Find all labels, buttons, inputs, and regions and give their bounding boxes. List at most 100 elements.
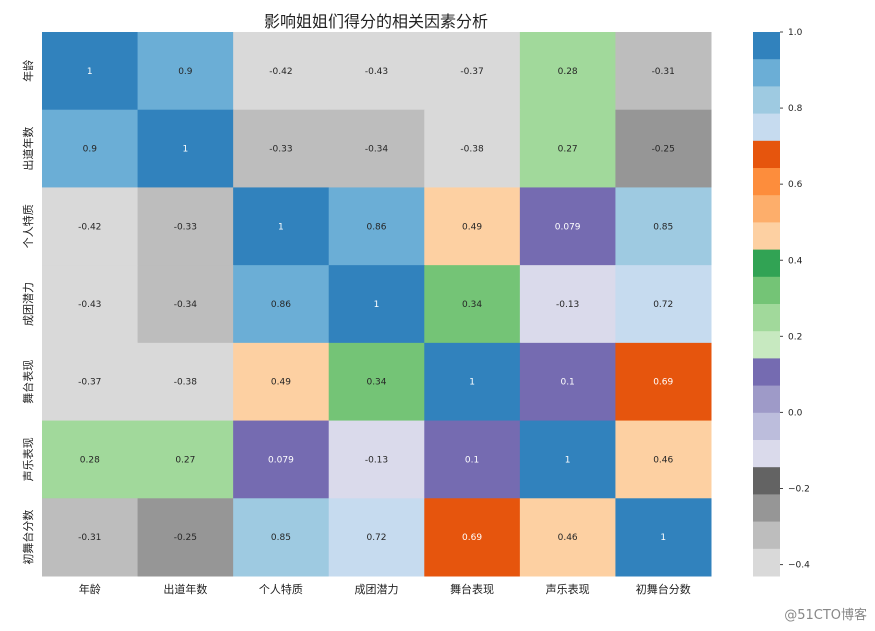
heatmap-cell xyxy=(137,342,234,422)
heatmap-cell xyxy=(424,265,521,344)
heatmap-cell xyxy=(328,342,425,422)
heatmap-cell xyxy=(42,187,139,266)
heatmap-cell xyxy=(519,187,616,266)
colorbar-tick-label: −0.2 xyxy=(788,485,810,495)
cell-value-label: 0.69 xyxy=(462,533,482,543)
colorbar-segment xyxy=(753,548,780,577)
cell-value-label: -0.33 xyxy=(174,222,197,232)
cell-value-label: -0.42 xyxy=(78,222,101,232)
cell-value-label: -0.38 xyxy=(174,378,198,388)
cell-value-label: -0.43 xyxy=(78,300,101,310)
heatmap-cell xyxy=(424,342,521,422)
cell-value-label: 1 xyxy=(374,300,380,310)
colorbar-tick-label: 0.8 xyxy=(788,104,803,114)
heatmap-cell xyxy=(42,32,139,111)
colorbar-segment xyxy=(753,168,780,196)
cell-value-label: -0.43 xyxy=(365,67,388,77)
heatmap-cell xyxy=(519,265,616,344)
colorbar-segment xyxy=(753,440,780,468)
colorbar-segment xyxy=(753,276,780,305)
heatmap-cell xyxy=(519,342,616,422)
cell-value-label: 1 xyxy=(660,533,666,543)
cell-value-label: 1 xyxy=(469,378,475,388)
heatmap-cell xyxy=(233,265,330,344)
colorbar-segment xyxy=(753,304,780,332)
cell-value-label: 0.079 xyxy=(268,455,294,465)
colorbar-segment xyxy=(753,113,780,142)
heatmap-cell xyxy=(615,32,712,111)
heatmap-cell xyxy=(615,265,712,344)
y-tick-label: 出道年数 xyxy=(21,127,35,171)
colorbar-tick-label: −0.4 xyxy=(788,561,810,571)
cell-value-label: 0.9 xyxy=(83,145,98,155)
cell-value-label: -0.38 xyxy=(460,145,484,155)
heatmap-cell xyxy=(233,187,330,266)
cell-value-label: -0.37 xyxy=(460,67,483,77)
colorbar-segment xyxy=(753,358,780,387)
watermark-text: @51CTO博客 xyxy=(784,608,867,623)
cell-value-label: 0.72 xyxy=(366,533,386,543)
colorbar-segment xyxy=(753,467,780,495)
heatmap-cell xyxy=(233,342,330,422)
colorbar-segment xyxy=(753,385,780,414)
x-tick-label: 成团潜力 xyxy=(355,582,399,596)
cell-value-label: 1 xyxy=(278,222,284,232)
heatmap-cell xyxy=(137,265,234,344)
heatmap-cell xyxy=(42,498,139,577)
colorbar-tick-label: 0.6 xyxy=(788,180,803,190)
heatmap-cell xyxy=(424,32,521,111)
colorbar-tick-label: 0.0 xyxy=(788,408,803,418)
cell-value-label: -0.42 xyxy=(269,67,292,77)
heatmap-cell xyxy=(424,109,521,188)
cell-value-label: 0.1 xyxy=(560,378,574,388)
heatmap-cell xyxy=(519,32,616,111)
x-tick-label: 声乐表现 xyxy=(546,582,590,596)
cell-value-label: 0.28 xyxy=(558,67,578,77)
cell-value-label: 0.34 xyxy=(366,378,386,388)
heatmap-annotations: 1 0.9 -0.42 -0.43 -0.37 0.28 -0.31 0.9 1 -0.33 -0.… xyxy=(78,67,675,543)
heatmap-cell xyxy=(328,420,425,499)
colorbar-segment xyxy=(753,412,780,441)
heatmap-cell xyxy=(137,32,234,111)
cell-value-label: -0.34 xyxy=(174,300,198,310)
cell-value-label: 0.86 xyxy=(366,222,386,232)
cell-value-label: -0.34 xyxy=(365,145,389,155)
heatmap-cell xyxy=(519,498,616,577)
y-tick-label: 年龄 xyxy=(21,60,35,82)
y-tick-label: 个人特质 xyxy=(21,204,35,248)
colorbar-segment xyxy=(753,521,780,550)
heatmap-cell xyxy=(328,109,425,188)
heatmap-cell xyxy=(615,109,712,188)
cell-value-label: 0.34 xyxy=(462,300,482,310)
colorbar-segment xyxy=(753,86,780,115)
cell-value-label: 1 xyxy=(182,145,188,155)
cell-value-label: 0.27 xyxy=(558,145,578,155)
x-tick-label: 出道年数 xyxy=(163,582,207,596)
colorbar-segment xyxy=(753,249,780,278)
heatmap-cell xyxy=(328,187,425,266)
cell-value-label: 0.69 xyxy=(653,378,673,388)
y-tick-label: 舞台表现 xyxy=(21,360,35,404)
heatmap-cell xyxy=(137,187,234,266)
heatmap-cell xyxy=(615,187,712,266)
colorbar-segment xyxy=(753,140,780,169)
cell-value-label: 0.079 xyxy=(555,222,581,232)
colorbar xyxy=(753,32,780,577)
cell-value-label: 0.49 xyxy=(462,222,482,232)
heatmap-cell xyxy=(424,420,521,499)
x-tick-label: 年龄 xyxy=(79,582,101,596)
y-tick-label: 声乐表现 xyxy=(21,437,35,481)
colorbar-segment xyxy=(753,222,780,251)
cell-value-label: 1 xyxy=(87,67,93,77)
cell-value-label: 0.46 xyxy=(653,455,673,465)
heatmap-cell xyxy=(137,498,234,577)
colorbar-tick-label: 0.2 xyxy=(788,332,802,342)
colorbar-segment xyxy=(753,32,780,60)
heatmap-cell xyxy=(615,342,712,422)
heatmap-cell xyxy=(328,498,425,577)
chart-title: 影响姐姐们得分的相关因素分析 xyxy=(264,12,488,31)
cell-value-label: 0.46 xyxy=(558,533,578,543)
x-tick-label: 初舞台分数 xyxy=(636,582,691,596)
